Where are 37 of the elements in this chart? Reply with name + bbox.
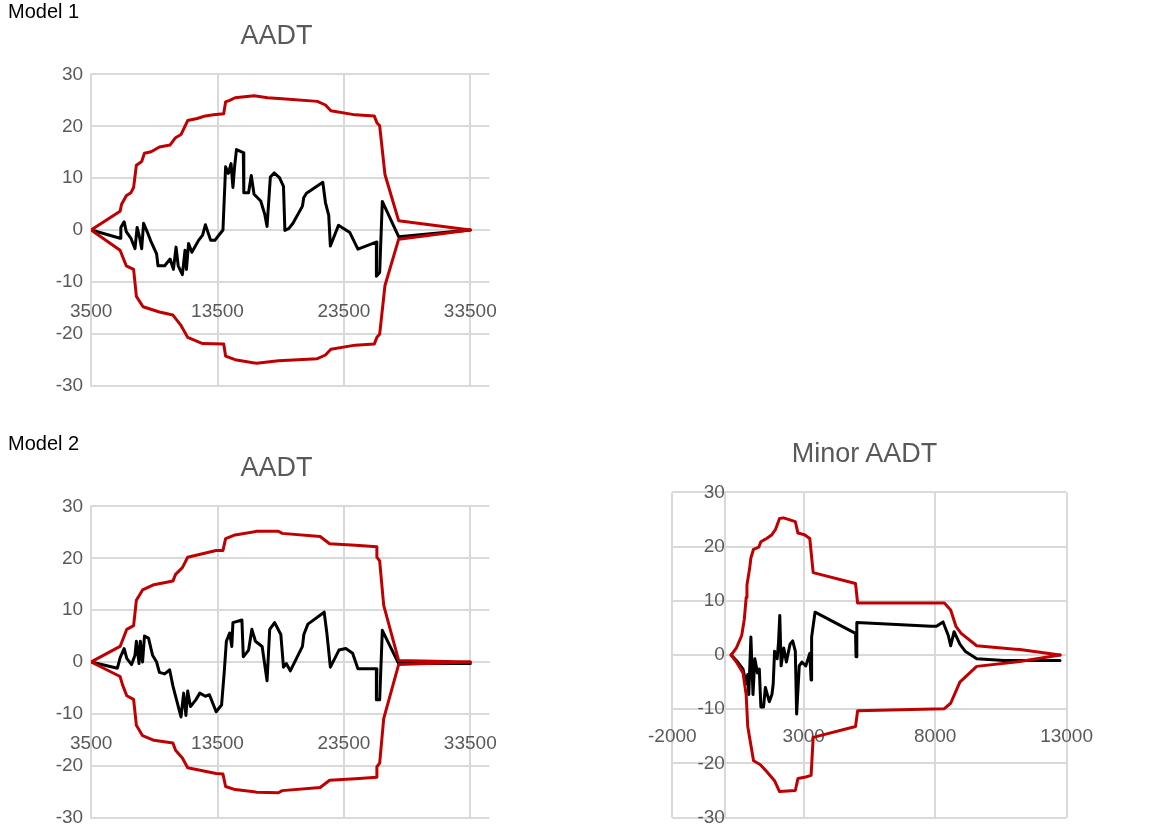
- x-tick-label: 13000: [1040, 724, 1093, 746]
- y-tick-label: 0: [72, 650, 84, 672]
- y-tick-label: 10: [61, 166, 84, 188]
- y-tick-label: 30: [703, 480, 725, 502]
- y-tick-label: -30: [697, 805, 725, 827]
- x-tick-label: 33500: [443, 731, 497, 753]
- y-tick-label: 20: [61, 114, 84, 136]
- x-tick-label: 3500: [69, 299, 113, 321]
- y-tick-label: 0: [714, 643, 725, 665]
- x-tick-label: 13500: [191, 299, 244, 321]
- y-tick-label: -10: [697, 697, 725, 719]
- text: Model 1: [8, 0, 80, 23]
- y-tick-label: -30: [55, 805, 84, 827]
- y-tick-label: 20: [61, 546, 84, 568]
- x-tick-label: -2000: [647, 724, 697, 746]
- y-tick-label: -20: [55, 321, 84, 343]
- y-tick-label: -10: [55, 702, 84, 724]
- x-tick-label: 8000: [914, 724, 957, 746]
- y-tick-label: 0: [72, 218, 84, 240]
- x-tick-label: 23500: [317, 731, 371, 753]
- text: Model 2: [8, 432, 80, 455]
- y-tick-label: -30: [55, 373, 84, 395]
- y-tick-label: -10: [55, 270, 84, 292]
- y-tick-label: 30: [61, 62, 84, 84]
- y-tick-label: 10: [61, 598, 84, 620]
- chart-title: AADT: [240, 451, 313, 482]
- y-tick-label: 10: [703, 589, 725, 611]
- chart-title: AADT: [240, 19, 313, 50]
- y-tick-label: 20: [703, 534, 725, 556]
- y-tick-label: 30: [61, 494, 84, 516]
- x-tick-label: 3500: [69, 731, 113, 753]
- x-tick-label: 33500: [443, 299, 497, 321]
- x-tick-label: 23500: [317, 299, 371, 321]
- y-tick-label: -20: [697, 751, 725, 773]
- x-tick-label: 13500: [191, 731, 244, 753]
- chart-title: Minor AADT: [791, 437, 938, 468]
- y-tick-label: -20: [55, 753, 84, 775]
